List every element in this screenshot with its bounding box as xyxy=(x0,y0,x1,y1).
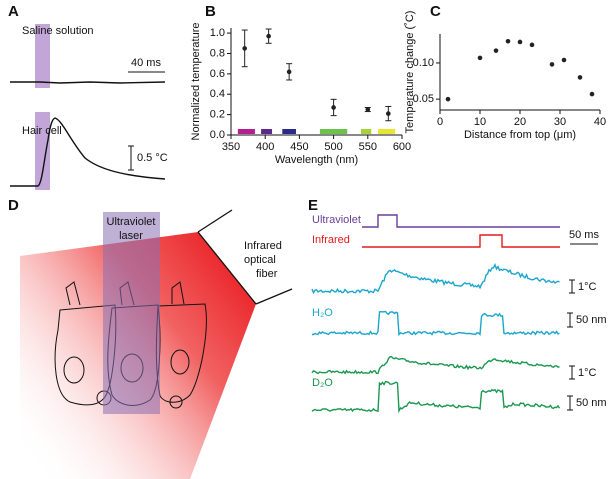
y-tick-label: 0.8 xyxy=(210,47,225,59)
y-tick-label: 0.2 xyxy=(210,109,225,121)
panel-label: B xyxy=(205,3,216,20)
trace xyxy=(311,380,561,414)
trace-label: Ultraviolet xyxy=(312,214,361,226)
fiber xyxy=(197,209,233,233)
panel-a: A Saline solution 40 ms Hair cell 0.5 °C xyxy=(8,3,168,190)
wavelength-band xyxy=(360,129,372,134)
trace-label: H₂O xyxy=(312,307,333,319)
wavelength-band xyxy=(261,129,273,134)
uv-pulse xyxy=(35,112,50,190)
point xyxy=(242,46,247,51)
x-tick-label: 10 xyxy=(474,116,486,128)
y-tick-label: 0.0 xyxy=(210,129,225,141)
wavelength-band xyxy=(319,129,348,134)
trace xyxy=(362,214,560,228)
trace xyxy=(312,310,560,337)
scale-label: 0.5 °C xyxy=(137,152,168,164)
trace-label: Saline solution xyxy=(22,25,94,37)
label: optical xyxy=(244,254,276,266)
point xyxy=(561,57,567,63)
trace-label: D₂O xyxy=(312,377,333,389)
x-tick-label: 550 xyxy=(359,141,377,153)
point xyxy=(286,69,292,75)
scale-label: 50 nm xyxy=(576,397,607,409)
panel-label: A xyxy=(8,3,19,20)
label: Infrared xyxy=(244,240,282,252)
x-tick-label: 500 xyxy=(324,141,342,153)
point xyxy=(577,75,583,80)
fiber xyxy=(255,288,293,305)
x-axis-label: Wavelength (nm) xyxy=(275,154,358,166)
trace xyxy=(362,234,560,248)
x-tick-label: 400 xyxy=(256,141,274,153)
point xyxy=(517,39,523,45)
point xyxy=(529,42,535,48)
point xyxy=(477,55,483,61)
trace-label: Hair cell xyxy=(22,125,62,137)
x-tick-label: 600 xyxy=(393,141,411,153)
trace xyxy=(10,81,166,84)
point xyxy=(266,33,271,39)
trace-label: Infrared xyxy=(312,234,350,246)
panel-label: C xyxy=(430,3,441,20)
panel-e: E Ultraviolet Infrared 50 ms H₂O D₂O 1°C… xyxy=(308,197,607,414)
fiber xyxy=(197,231,257,305)
panel-label: E xyxy=(308,197,318,214)
x-tick-label: 350 xyxy=(222,141,240,153)
label: laser xyxy=(119,230,143,242)
wavelength-band xyxy=(237,129,255,134)
scale-label: 50 nm xyxy=(576,314,607,326)
x-tick-label: 0 xyxy=(437,116,443,128)
x-tick-label: 450 xyxy=(290,141,308,153)
x-tick-label: 30 xyxy=(554,116,566,128)
y-tick-label: 0.4 xyxy=(210,88,225,100)
label: Ultraviolet xyxy=(107,216,156,228)
y-tick-label: 0.05 xyxy=(413,93,434,105)
x-tick-label: 20 xyxy=(514,116,526,128)
x-tick-label: 40 xyxy=(594,116,606,128)
panel-d: D Ultraviolet laser Infrared optical fib… xyxy=(8,197,293,479)
panel-label: D xyxy=(8,197,19,214)
point xyxy=(386,111,391,116)
y-axis-label: Temperature change (˚C) xyxy=(404,11,416,134)
point xyxy=(493,48,499,53)
trace xyxy=(311,355,560,375)
scale-label: 1°C xyxy=(578,367,597,379)
point xyxy=(445,96,451,102)
y-tick-label: 0.10 xyxy=(413,57,434,69)
scale-bars xyxy=(567,279,575,411)
trace xyxy=(311,263,560,295)
trace xyxy=(10,117,166,187)
point xyxy=(331,105,336,110)
y-tick-label: 0.6 xyxy=(210,68,225,80)
point xyxy=(549,62,555,67)
wavelength-band xyxy=(282,129,296,134)
uv-laser xyxy=(103,212,160,414)
scale-label: 40 ms xyxy=(131,57,161,69)
wavelength-band xyxy=(378,129,396,134)
point xyxy=(365,107,371,112)
uv-pulse xyxy=(35,24,50,88)
y-tick-label: 1.0 xyxy=(210,27,225,39)
point xyxy=(589,91,595,97)
y-axis-label: Normalized temperature xyxy=(190,23,202,141)
label: fiber xyxy=(256,268,278,280)
x-axis-label: Distance from top (μm) xyxy=(464,129,576,141)
point xyxy=(505,38,511,44)
scale-label: 50 ms xyxy=(569,229,599,241)
scale-label: 1°C xyxy=(578,281,597,293)
